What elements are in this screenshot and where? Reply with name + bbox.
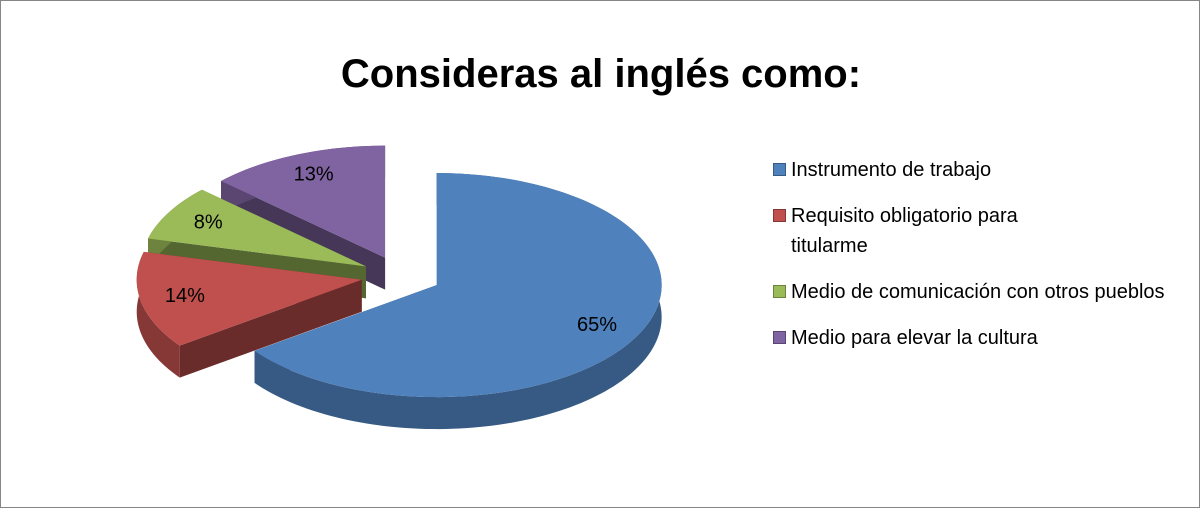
slice-top <box>221 145 386 258</box>
legend-entry: Medio de comunicación con otros pueblos <box>773 277 1193 307</box>
slice-top <box>136 251 362 346</box>
legend-swatch <box>773 285 786 298</box>
legend: Instrumento de trabajo Requisito obligato… <box>773 155 1193 369</box>
legend-swatch <box>773 331 786 344</box>
legend-entry: Medio para elevar la cultura <box>773 323 1193 353</box>
legend-swatch <box>773 209 786 222</box>
slice-top <box>148 189 366 267</box>
data-label: 65% <box>577 314 617 336</box>
legend-label: Medio de comunicación con otros pueblos <box>791 281 1165 303</box>
chart-title: Consideras al inglés como: <box>341 52 861 96</box>
slice-wall <box>136 251 180 378</box>
legend-entry: Requisito obligatorio para titularme <box>773 201 1071 261</box>
slice <box>136 251 362 378</box>
legend-swatch <box>773 163 786 176</box>
slice <box>254 173 662 430</box>
slice-top <box>254 173 662 398</box>
data-label: 8% <box>194 211 223 233</box>
legend-label: Requisito obligatorio para titularme <box>791 205 1018 257</box>
legend-entry: Instrumento de trabajo <box>773 155 1193 185</box>
pie: 65% 14% 8% 13% <box>136 145 662 430</box>
legend-label: Instrumento de trabajo <box>791 159 992 181</box>
data-label: 14% <box>165 285 205 307</box>
legend-label: Medio para elevar la cultura <box>791 327 1038 349</box>
data-label: 13% <box>294 164 334 186</box>
slice-wall <box>254 173 662 430</box>
